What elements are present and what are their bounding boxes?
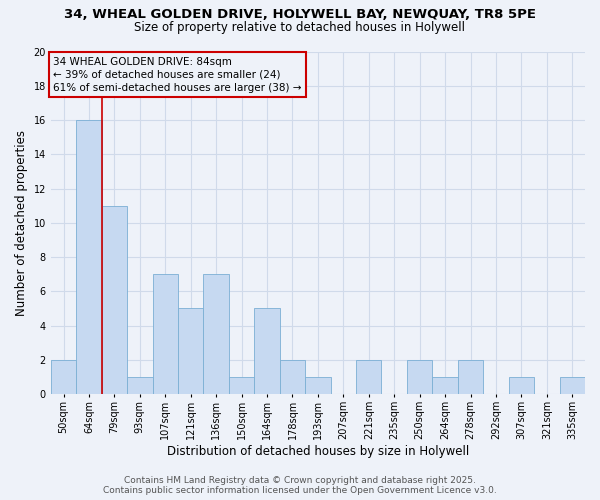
Bar xyxy=(152,274,178,394)
Bar xyxy=(433,377,458,394)
Bar xyxy=(178,308,203,394)
Bar xyxy=(458,360,483,394)
Bar xyxy=(509,377,534,394)
Bar xyxy=(76,120,101,394)
X-axis label: Distribution of detached houses by size in Holywell: Distribution of detached houses by size … xyxy=(167,444,469,458)
Bar xyxy=(254,308,280,394)
Text: Size of property relative to detached houses in Holywell: Size of property relative to detached ho… xyxy=(134,21,466,34)
Bar xyxy=(101,206,127,394)
Bar xyxy=(280,360,305,394)
Bar xyxy=(203,274,229,394)
Bar xyxy=(51,360,76,394)
Bar xyxy=(127,377,152,394)
Text: 34, WHEAL GOLDEN DRIVE, HOLYWELL BAY, NEWQUAY, TR8 5PE: 34, WHEAL GOLDEN DRIVE, HOLYWELL BAY, NE… xyxy=(64,8,536,20)
Text: Contains HM Land Registry data © Crown copyright and database right 2025.
Contai: Contains HM Land Registry data © Crown c… xyxy=(103,476,497,495)
Bar xyxy=(407,360,433,394)
Bar xyxy=(560,377,585,394)
Bar xyxy=(305,377,331,394)
Bar xyxy=(356,360,382,394)
Text: 34 WHEAL GOLDEN DRIVE: 84sqm
← 39% of detached houses are smaller (24)
61% of se: 34 WHEAL GOLDEN DRIVE: 84sqm ← 39% of de… xyxy=(53,56,302,93)
Bar xyxy=(229,377,254,394)
Y-axis label: Number of detached properties: Number of detached properties xyxy=(15,130,28,316)
